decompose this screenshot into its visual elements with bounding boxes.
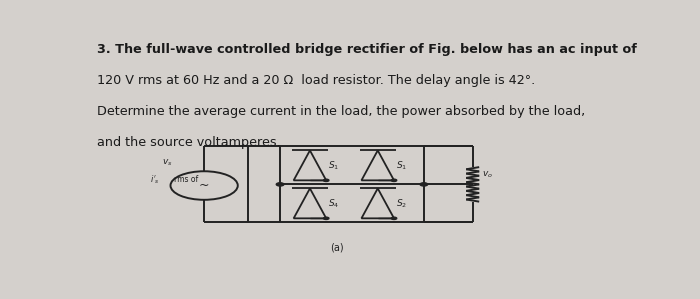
Text: $i'_s$: $i'_s$ xyxy=(150,173,160,186)
Text: ~: ~ xyxy=(199,179,209,192)
Text: 3. The full-wave controlled bridge rectifier of Fig. below has an ac input of: 3. The full-wave controlled bridge recti… xyxy=(97,43,637,56)
Text: $S_1$: $S_1$ xyxy=(328,159,339,172)
Circle shape xyxy=(323,179,329,181)
Text: 120 V rms at 60 Hz and a 20 Ω  load resistor. The delay angle is 42°.: 120 V rms at 60 Hz and a 20 Ω load resis… xyxy=(97,74,536,87)
Text: $v_s$: $v_s$ xyxy=(162,157,172,168)
Circle shape xyxy=(276,183,284,186)
Text: $v_o$: $v_o$ xyxy=(482,170,493,180)
Circle shape xyxy=(391,217,397,219)
Text: $S_2$: $S_2$ xyxy=(395,197,407,210)
Text: rms of: rms of xyxy=(174,175,199,184)
Text: and the source voltamperes.: and the source voltamperes. xyxy=(97,136,281,149)
Circle shape xyxy=(420,183,428,186)
Text: Determine the average current in the load, the power absorbed by the load,: Determine the average current in the loa… xyxy=(97,105,585,118)
Text: (a): (a) xyxy=(330,243,344,253)
Circle shape xyxy=(323,217,329,219)
Circle shape xyxy=(391,179,397,181)
Text: $S_4$: $S_4$ xyxy=(328,197,340,210)
Text: $S_1$: $S_1$ xyxy=(395,159,407,172)
